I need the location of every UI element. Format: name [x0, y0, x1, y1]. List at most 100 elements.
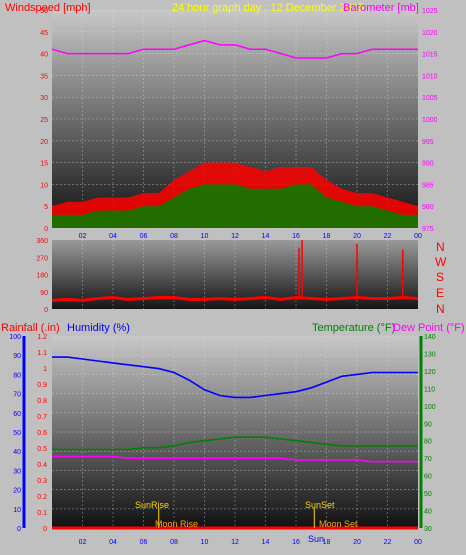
- moonset-label: Moon Set: [319, 519, 358, 529]
- wind-x-tick-label: 14: [262, 233, 270, 240]
- wind-x-tick-label: 12: [231, 233, 239, 240]
- barometer-tick-label: 985: [422, 182, 434, 189]
- direction-tick-label: 0: [44, 307, 48, 314]
- humidity-line: [52, 356, 418, 399]
- humidity-tick-label: 40: [13, 449, 21, 456]
- wind-tick-label: 45: [40, 30, 48, 37]
- rain-tick-label: 0.2: [37, 494, 47, 501]
- lower-x-tick-label: 08: [170, 539, 178, 546]
- temperature-tick-label: 90: [424, 421, 432, 428]
- wind-x-tick-label: 04: [109, 233, 117, 240]
- barometer-line: [51, 39, 418, 59]
- rain-tick-label: 0.8: [37, 398, 47, 405]
- direction-tick-label: 180: [36, 273, 48, 280]
- wind-tick-label: 5: [44, 204, 48, 211]
- compass-label-w: W: [435, 255, 447, 269]
- humidity-tick-label: 30: [13, 468, 21, 475]
- humidity-tick-label: 50: [13, 430, 21, 437]
- lower-x-tick-label: 00: [414, 539, 422, 546]
- barometer-tick-label: 1015: [422, 52, 438, 59]
- humidity-tick-label: 90: [13, 353, 21, 360]
- wind-tick-label: 20: [40, 139, 48, 146]
- rain-tick-label: 0.7: [37, 414, 47, 421]
- dewpoint-line: [52, 455, 418, 463]
- humidity-tick-label: 0: [17, 526, 21, 533]
- compass-label-s: S: [436, 270, 444, 284]
- temperature-tick-label: 120: [424, 369, 436, 376]
- wind-tick-label: 0: [44, 226, 48, 233]
- dewpoint-axis-label: Dew Point (°F): [393, 322, 465, 334]
- temperature-axis-label: Temperature (°F): [312, 322, 395, 334]
- barometer-tick-label: 990: [422, 161, 434, 168]
- lower-x-tick-label: 04: [109, 539, 117, 546]
- wind-x-tick-label: 02: [79, 233, 87, 240]
- lower-x-tick-label: 06: [140, 539, 148, 546]
- wind-tick-label: 50: [40, 8, 48, 15]
- rain-tick-label: 1: [43, 366, 47, 373]
- rain-tick-label: 0.6: [37, 430, 47, 437]
- tick-labels: 0510152025303540455097598098599099510001…: [9, 8, 437, 546]
- compass-label-e: E: [436, 286, 444, 300]
- rain-tick-label: 1.1: [37, 350, 47, 357]
- rain-tick-label: 1.2: [37, 334, 47, 341]
- rain-tick-label: 0.1: [37, 510, 47, 517]
- rain-tick-label: 0.9: [37, 382, 47, 389]
- humidity-tick-label: 80: [13, 372, 21, 379]
- wind-x-tick-label: 20: [353, 233, 361, 240]
- barometer-tick-label: 995: [422, 139, 434, 146]
- wind-tick-label: 30: [40, 95, 48, 102]
- compass-label-n-bottom: N: [436, 302, 445, 316]
- windspeed-area: [52, 184, 418, 228]
- direction-tick-label: 90: [40, 290, 48, 297]
- temperature-tick-label: 130: [424, 351, 436, 358]
- barometer-tick-label: 1025: [422, 8, 438, 15]
- humidity-tick-label: 10: [13, 507, 21, 514]
- temperature-line: [52, 436, 418, 451]
- wind-x-tick-label: 16: [292, 233, 300, 240]
- wind-tick-label: 15: [40, 161, 48, 168]
- rainfall-axis-label: Rainfall (.in): [1, 322, 60, 334]
- wind-x-tick-label: 22: [384, 233, 392, 240]
- compass-label-n-top: N: [436, 240, 445, 254]
- wind-tick-label: 35: [40, 73, 48, 80]
- wind-tick-label: 10: [40, 182, 48, 189]
- lower-x-tick-label: 14: [262, 539, 270, 546]
- humidity-tick-label: 20: [13, 488, 21, 495]
- barometer-tick-label: 1020: [422, 30, 438, 37]
- lower-x-tick-label: 18: [323, 539, 331, 546]
- wind-x-tick-label: 00: [414, 233, 422, 240]
- sunset-label: SunSet: [305, 500, 335, 510]
- barometer-tick-label: 1010: [422, 73, 438, 80]
- lower-x-tick-label: 22: [384, 539, 392, 546]
- grid: [22, 9, 423, 529]
- temperature-tick-label: 50: [424, 491, 432, 498]
- barometer-tick-label: 975: [422, 226, 434, 233]
- moonrise-label: Moon Rise: [155, 519, 198, 529]
- wind-tick-label: 40: [40, 52, 48, 59]
- rain-tick-label: 0.3: [37, 478, 47, 485]
- wind-x-tick-label: 06: [140, 233, 148, 240]
- sunrise-label: SunRise: [135, 500, 169, 510]
- temperature-tick-label: 60: [424, 474, 432, 481]
- humidity-tick-label: 100: [9, 334, 21, 341]
- wind-x-tick-label: 08: [170, 233, 178, 240]
- sun-axis-label: Sun: [308, 534, 324, 544]
- direction-tick-label: 360: [36, 238, 48, 245]
- lower-x-tick-label: 12: [231, 539, 239, 546]
- barometer-tick-label: 1005: [422, 95, 438, 102]
- direction-tick-label: 270: [36, 255, 48, 262]
- temperature-tick-label: 110: [424, 386, 435, 393]
- lower-x-tick-label: 16: [292, 539, 300, 546]
- temperature-tick-label: 30: [424, 526, 432, 533]
- lower-x-tick-label: 20: [353, 539, 361, 546]
- temperature-tick-label: 100: [424, 404, 436, 411]
- barometer-tick-label: 980: [422, 204, 434, 211]
- chart-title: 24 hour graph day : 12 December 2015: [172, 2, 364, 14]
- wind-x-tick-label: 10: [201, 233, 209, 240]
- lower-x-tick-label: 10: [201, 539, 209, 546]
- barometer-axis-label: Barometer [mb]: [343, 2, 419, 14]
- chart-marks: [51, 39, 419, 530]
- temperature-tick-label: 70: [424, 456, 432, 463]
